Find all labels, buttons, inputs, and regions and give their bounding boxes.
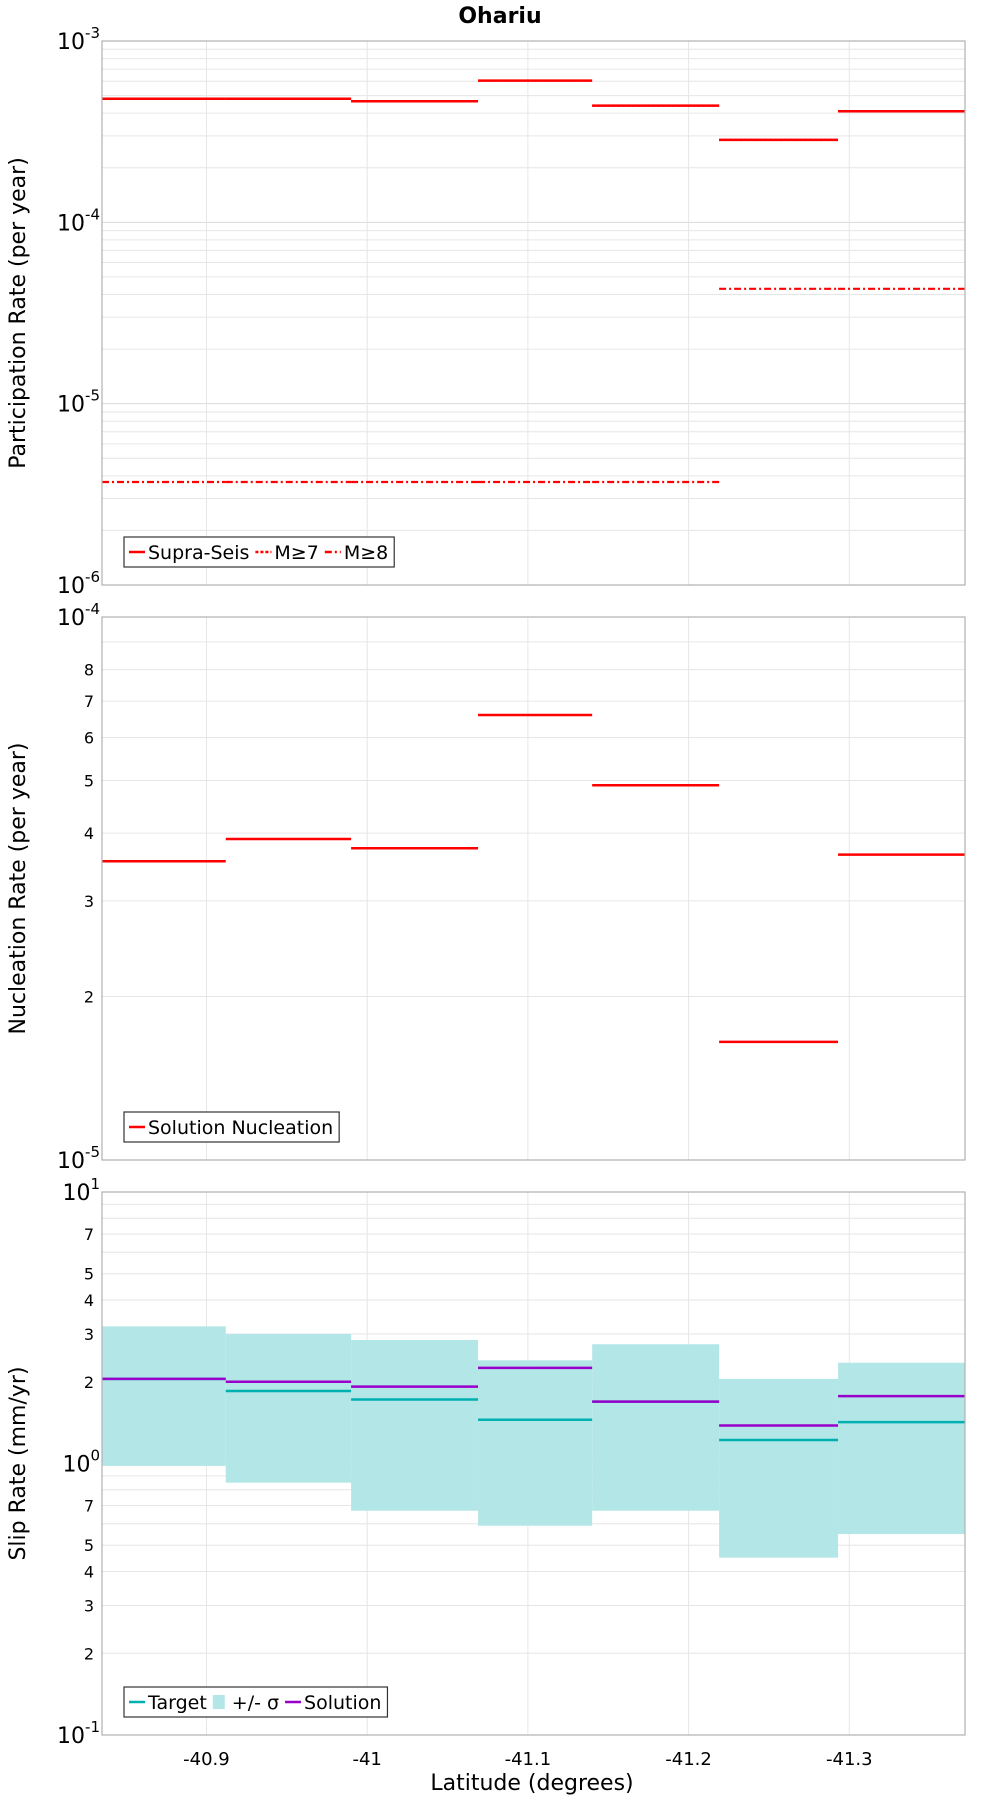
y-minor-tick-label: 4 bbox=[84, 824, 94, 843]
x-tick-label: -41 bbox=[352, 1749, 381, 1770]
chart-title: Ohariu bbox=[458, 4, 541, 29]
y-minor-tick-label: 5 bbox=[84, 1265, 94, 1284]
sigma-band-segment bbox=[478, 1360, 593, 1526]
legend: Solution Nucleation bbox=[123, 1111, 340, 1143]
sigma-band-segment bbox=[225, 1333, 352, 1483]
plot-area bbox=[102, 79, 965, 484]
y-minor-tick-label: 7 bbox=[84, 692, 94, 711]
y-tick-label: 100 bbox=[62, 1447, 100, 1478]
panel-2: 10-5 10-4 2 3 4 5 6 7 8 Nucleation Rate (per year… bbox=[6, 600, 966, 1174]
y-minor-tick-label: 3 bbox=[84, 892, 94, 911]
plot-frame bbox=[101, 616, 966, 1161]
y-minor-tick-label: 2 bbox=[84, 1644, 94, 1663]
x-tick-label: -41.1 bbox=[505, 1749, 552, 1770]
x-tick-label: -41.2 bbox=[665, 1749, 712, 1770]
y-minor-tick-label: 4 bbox=[84, 1291, 94, 1310]
panel-3: 10-1 100 101 2 3 4 5 7 2 3 4 5 7 Slip Rate (mm/yr) Tar… bbox=[6, 1175, 966, 1770]
legend-swatch-sigma bbox=[212, 1695, 225, 1709]
legend-box bbox=[123, 536, 395, 568]
y-tick-label: 10-4 bbox=[57, 205, 100, 236]
y-axis-label: Participation Rate (per year) bbox=[6, 157, 31, 469]
plot-frame bbox=[101, 40, 966, 586]
panel-1: 10-6 10-5 10-4 10-3 Participation Rate (per … bbox=[6, 24, 966, 599]
legend-box bbox=[123, 1111, 340, 1143]
y-minor-tick-label: 5 bbox=[84, 771, 94, 790]
legend-label: +/- σ bbox=[232, 1692, 279, 1714]
legend: Supra-Seis M≥7 M≥8 bbox=[123, 536, 395, 568]
y-tick-label: 10-4 bbox=[57, 600, 100, 631]
plot-frame bbox=[101, 1191, 966, 1736]
legend: Target +/- σ Solution bbox=[123, 1686, 389, 1718]
y-minor-tick-label: 3 bbox=[84, 1325, 94, 1344]
y-minor-tick-label: 7 bbox=[84, 1497, 94, 1516]
legend-label: Supra-Seis bbox=[148, 542, 249, 564]
legend-label: M≥8 bbox=[344, 542, 388, 564]
legend-label: Target bbox=[147, 1692, 207, 1714]
y-minor-tick-label: 2 bbox=[84, 1373, 94, 1392]
y-tick-label: 10-3 bbox=[57, 24, 100, 55]
y-minor-tick-label: 7 bbox=[84, 1225, 94, 1244]
y-tick-label: 10-1 bbox=[57, 1718, 100, 1749]
x-tick-label: -40.9 bbox=[183, 1749, 230, 1770]
sigma-band-segment bbox=[592, 1344, 720, 1511]
x-tick-label: -41.3 bbox=[826, 1749, 873, 1770]
y-minor-tick-label: 4 bbox=[84, 1563, 94, 1582]
plot-area bbox=[102, 713, 965, 1044]
legend-label: Solution Nucleation bbox=[148, 1117, 333, 1139]
x-axis-label: Latitude (degrees) bbox=[430, 1771, 633, 1796]
y-minor-tick-label: 6 bbox=[84, 728, 94, 747]
y-minor-tick-label: 8 bbox=[84, 661, 94, 680]
y-axis-label: Nucleation Rate (per year) bbox=[6, 743, 31, 1035]
y-minor-tick-label: 5 bbox=[84, 1536, 94, 1555]
sigma-band-segment bbox=[351, 1340, 479, 1511]
y-minor-tick-label: 2 bbox=[84, 988, 94, 1007]
y-minor-tick-label: 3 bbox=[84, 1596, 94, 1615]
legend-box bbox=[123, 1686, 389, 1718]
sigma-band-segment bbox=[838, 1362, 965, 1534]
legend-label: Solution bbox=[304, 1692, 381, 1714]
y-axis-label: Slip Rate (mm/yr) bbox=[6, 1366, 31, 1560]
y-tick-label: 10-6 bbox=[57, 568, 100, 599]
legend-label: M≥7 bbox=[274, 542, 318, 564]
sigma-band-segment bbox=[719, 1378, 839, 1558]
plot-area bbox=[102, 1326, 965, 1558]
y-tick-label: 101 bbox=[62, 1175, 100, 1206]
y-tick-label: 10-5 bbox=[57, 387, 100, 418]
y-tick-label: 10-5 bbox=[57, 1143, 100, 1174]
sigma-band-segment bbox=[102, 1326, 226, 1466]
